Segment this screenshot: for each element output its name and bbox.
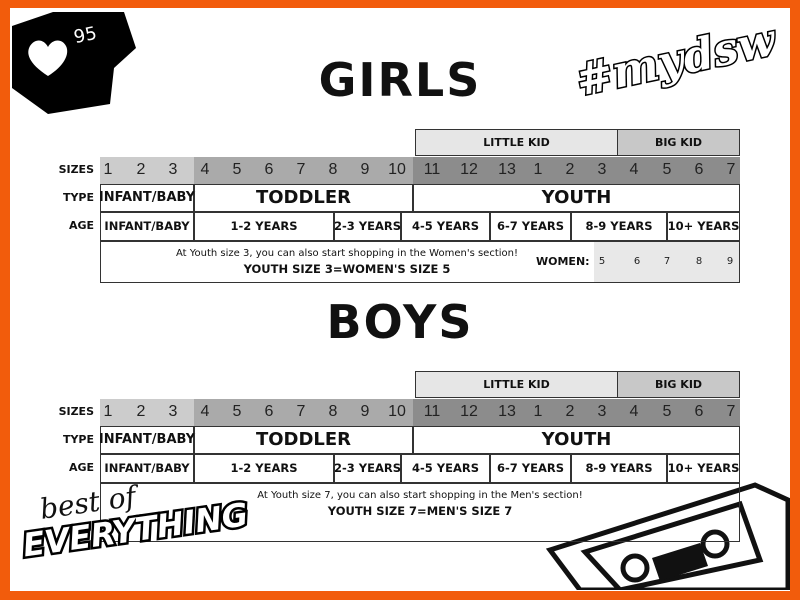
size-value: 1 [533,403,543,420]
heart-icon [28,40,68,76]
size-value: 7 [726,161,736,178]
size-value: 2 [565,161,575,178]
note-box [100,241,740,283]
women-size: 9 [726,256,734,267]
age-cell: 1-2 YEARS [194,212,334,241]
size-value: 12 [460,161,478,178]
size-value: 7 [296,403,306,420]
age-cell: 2-3 YEARS [334,212,401,241]
size-value: 4 [629,403,639,420]
age-cell: 8-9 YEARS [571,212,667,241]
size-band [194,399,413,426]
age-cell: 1-2 YEARS [194,454,334,483]
size-value: 9 [360,161,370,178]
age-cell: 10+ YEARS [667,454,740,483]
size-value: 6 [694,161,704,178]
women-size: 7 [663,256,671,267]
size-value: 3 [597,403,607,420]
size-value: 10 [388,403,406,420]
type-label: TYPE [62,433,94,446]
type-cell: TODDLER [194,426,413,454]
size-value: 6 [264,161,274,178]
sizes-label: SIZES [58,405,94,418]
likes-badge: 95 [8,8,138,118]
size-value: 5 [232,161,242,178]
size-band [413,157,740,184]
type-cell: INFANT/BABY [99,426,195,454]
size-value: 5 [662,161,672,178]
girls-title: GIRLS [318,53,482,107]
age-cell: 10+ YEARS [667,212,740,241]
size-value: 1 [533,161,543,178]
size-value: 9 [360,403,370,420]
size-value: 4 [200,161,210,178]
best-of-everything-logo: best of EVERYTHING [18,479,253,567]
note-box [100,483,740,542]
size-value: 13 [498,403,516,420]
size-value: 5 [662,403,672,420]
women-size: 6 [633,256,641,267]
women-label: WOMEN: [536,255,590,269]
size-band [100,157,194,184]
women-size: 5 [598,256,606,267]
size-value: 2 [136,403,146,420]
women-sizes-band [594,242,739,282]
age-cell: 6-7 YEARS [490,212,571,241]
equivalence-text: YOUTH SIZE 7=MEN'S SIZE 7 [327,504,513,519]
size-value: 8 [328,403,338,420]
type-cell: TODDLER [194,184,413,212]
age-label: AGE [68,461,94,474]
big-kid-header: BIG KID [617,129,740,156]
age-cell: 2-3 YEARS [334,454,401,483]
size-value: 11 [423,161,441,178]
size-value: 7 [726,403,736,420]
size-value: 11 [423,403,441,420]
age-cell: 6-7 YEARS [490,454,571,483]
size-value: 4 [629,161,639,178]
badge-shape [12,12,136,114]
age-cell: INFANT/BABY [100,454,194,483]
big-kid-header: BIG KID [617,371,740,398]
size-value: 2 [136,161,146,178]
size-value: 3 [168,403,178,420]
age-cell: 4-5 YEARS [401,454,490,483]
size-band [194,157,413,184]
age-cell: 8-9 YEARS [571,454,667,483]
equivalence-text: YOUTH SIZE 3=WOMEN'S SIZE 5 [243,262,451,277]
little-kid-header: LITTLE KID [415,129,618,156]
type-cell: YOUTH [413,184,740,212]
size-value: 3 [168,161,178,178]
little-kid-header: LITTLE KID [415,371,618,398]
size-value: 12 [460,403,478,420]
cassette-illustration [545,482,790,590]
size-value: 7 [296,161,306,178]
size-value: 13 [498,161,516,178]
type-label: TYPE [62,191,94,204]
age-cell: 4-5 YEARS [401,212,490,241]
size-value: 1 [103,161,113,178]
age-label: AGE [68,219,94,232]
size-value: 4 [200,403,210,420]
size-value: 6 [694,403,704,420]
sizes-label: SIZES [58,163,94,176]
type-cell: YOUTH [413,426,740,454]
size-value: 5 [232,403,242,420]
size-value: 10 [388,161,406,178]
size-band [413,399,740,426]
women-size: 8 [695,256,703,267]
note-text: At Youth size 7, you can also start shop… [257,490,583,501]
size-value: 6 [264,403,274,420]
type-cell: INFANT/BABY [99,184,195,212]
size-value: 8 [328,161,338,178]
size-value: 2 [565,403,575,420]
boys-title: BOYS [326,295,474,349]
size-value: 3 [597,161,607,178]
size-band [100,399,194,426]
age-cell: INFANT/BABY [100,212,194,241]
size-value: 1 [103,403,113,420]
note-text: At Youth size 3, you can also start shop… [175,248,518,259]
